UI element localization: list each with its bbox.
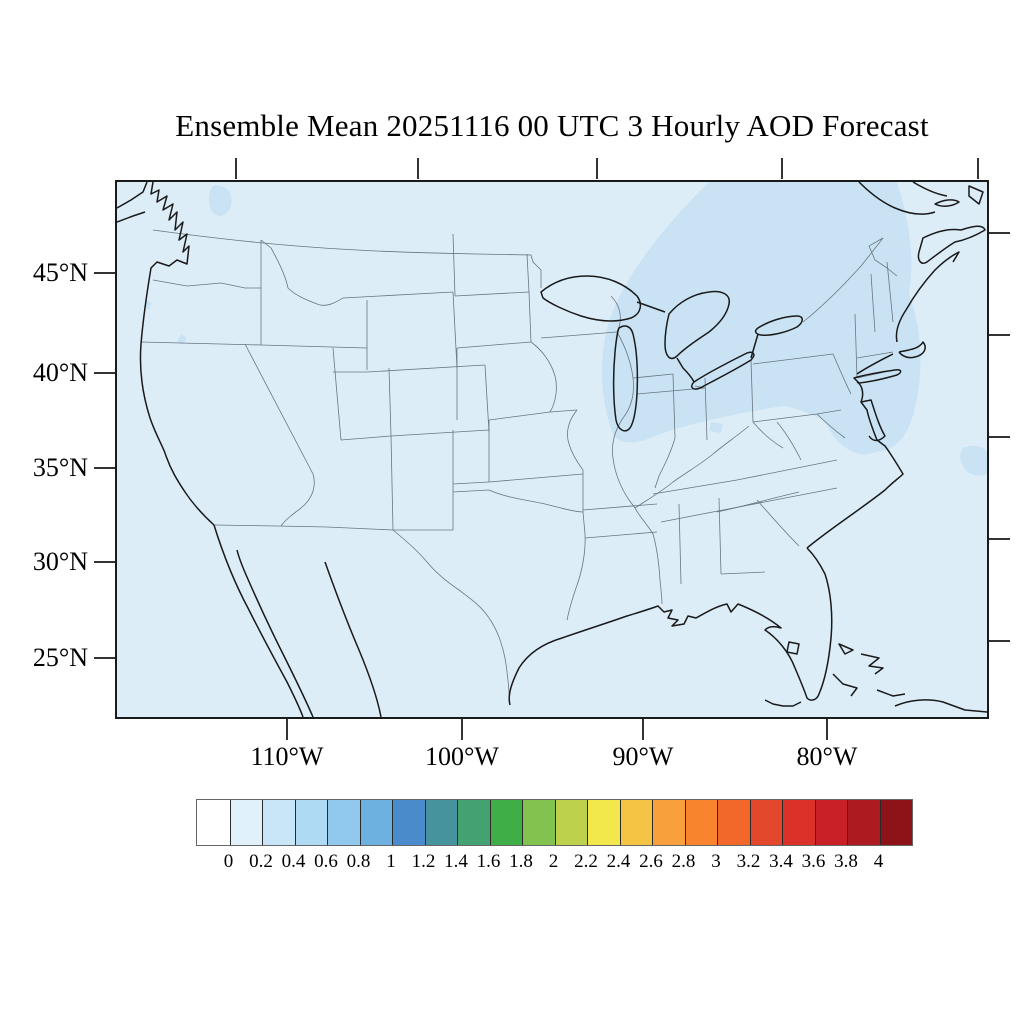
colorbar-tick-label: 2.6 bbox=[639, 851, 663, 872]
colorbar-cell bbox=[327, 800, 360, 845]
right-edge-tick bbox=[989, 232, 1010, 234]
coastline bbox=[117, 182, 987, 717]
colorbar-tick-label: 0 bbox=[223, 851, 234, 872]
lon-tick bbox=[286, 719, 288, 740]
colorbar-tick-label: 0.2 bbox=[249, 851, 273, 872]
top-edge-tick bbox=[781, 158, 783, 179]
colorbar-tick-label: 3.2 bbox=[736, 851, 761, 872]
colorbar-cell bbox=[359, 800, 392, 845]
lon-tick-label: 110°W bbox=[250, 742, 324, 771]
colorbar-cell bbox=[457, 800, 490, 845]
colorbar-tick-label: 3.4 bbox=[769, 851, 793, 872]
colorbar-tick-label: 1 bbox=[386, 851, 396, 872]
colorbar-cell bbox=[262, 800, 295, 845]
top-edge-tick bbox=[977, 158, 979, 179]
colorbar-tick-label: 4 bbox=[873, 851, 884, 872]
colorbar-cell bbox=[814, 800, 847, 845]
lon-tick-label: 80°W bbox=[796, 742, 858, 771]
lat-tick bbox=[94, 561, 115, 563]
colorbar-tick-labels: 0 0.2 0.4 0.6 0.8 1 1.2 1.4 1.6 1.8 2 2.2 2.4 2.6 2.8 3… bbox=[196, 851, 911, 875]
colorbar-cell bbox=[847, 800, 880, 845]
map-frame bbox=[115, 180, 989, 719]
colorbar-cell bbox=[229, 800, 262, 845]
aod-patch-atlantic bbox=[960, 445, 987, 476]
lat-tick-label: 30°N bbox=[32, 547, 88, 576]
colorbar-tick-label: 3.6 bbox=[801, 851, 826, 872]
us-map bbox=[117, 182, 987, 717]
colorbar-tick-label: 1.4 bbox=[444, 851, 468, 872]
lat-tick bbox=[94, 657, 115, 659]
colorbar-cell bbox=[522, 800, 555, 845]
colorbar-tick-label: 1.8 bbox=[509, 851, 533, 872]
colorbar-cell bbox=[782, 800, 815, 845]
colorbar-cell bbox=[652, 800, 685, 845]
lat-tick bbox=[94, 372, 115, 374]
colorbar-cell bbox=[717, 800, 750, 845]
aod-patch-oregon-coast-2 bbox=[177, 334, 187, 345]
colorbar-cell bbox=[197, 800, 230, 845]
lon-tick bbox=[642, 719, 644, 740]
right-edge-tick bbox=[989, 436, 1010, 438]
colorbar-tick-label: 1.2 bbox=[411, 851, 436, 872]
lon-tick-label: 90°W bbox=[612, 742, 674, 771]
top-edge-tick bbox=[235, 158, 237, 179]
lat-tick-label: 45°N bbox=[32, 258, 88, 287]
colorbar bbox=[196, 799, 913, 846]
lat-tick bbox=[94, 272, 115, 274]
colorbar-cell bbox=[879, 800, 912, 845]
top-edge-tick bbox=[596, 158, 598, 179]
right-edge-tick bbox=[989, 538, 1010, 540]
top-edge-tick bbox=[417, 158, 419, 179]
aod-patch-virginia bbox=[709, 422, 723, 433]
lon-tick bbox=[826, 719, 828, 740]
colorbar-cell bbox=[749, 800, 782, 845]
colorbar-tick-label: 2.4 bbox=[606, 851, 631, 872]
colorbar-cell bbox=[684, 800, 717, 845]
lon-tick-label: 100°W bbox=[425, 742, 499, 771]
lat-tick-label: 40°N bbox=[32, 358, 88, 387]
colorbar-tick-label: 0.6 bbox=[314, 851, 338, 872]
colorbar-tick-label: 3 bbox=[711, 851, 721, 872]
right-edge-tick bbox=[989, 334, 1010, 336]
lat-tick bbox=[94, 467, 115, 469]
plot-title: Ensemble Mean 20251116 00 UTC 3 Hourly A… bbox=[175, 108, 929, 143]
colorbar-cell bbox=[587, 800, 620, 845]
colorbar-tick-label: 3.8 bbox=[834, 851, 858, 872]
aod-patch-britishcolumbia bbox=[209, 185, 232, 216]
aod-patches bbox=[144, 182, 987, 476]
colorbar-tick-label: 0.4 bbox=[281, 851, 306, 872]
lat-tick-label: 35°N bbox=[32, 453, 88, 482]
colorbar-cell bbox=[294, 800, 327, 845]
lat-tick-label: 25°N bbox=[32, 643, 88, 672]
colorbar-tick-label: 0.8 bbox=[346, 851, 371, 872]
colorbar-tick-label: 2.2 bbox=[574, 851, 598, 872]
right-edge-tick bbox=[989, 640, 1010, 642]
colorbar-tick-label: 2 bbox=[548, 851, 559, 872]
colorbar-cell bbox=[619, 800, 652, 845]
colorbar-tick-label: 2.8 bbox=[671, 851, 696, 872]
colorbar-tick-label: 1.6 bbox=[476, 851, 501, 872]
colorbar-cell bbox=[392, 800, 425, 845]
state-borders bbox=[140, 229, 898, 706]
colorbar-cell bbox=[424, 800, 457, 845]
lon-tick bbox=[461, 719, 463, 740]
colorbar-cell bbox=[489, 800, 522, 845]
aod-patch-longisland-ocean bbox=[817, 372, 885, 455]
colorbar-cell bbox=[554, 800, 587, 845]
